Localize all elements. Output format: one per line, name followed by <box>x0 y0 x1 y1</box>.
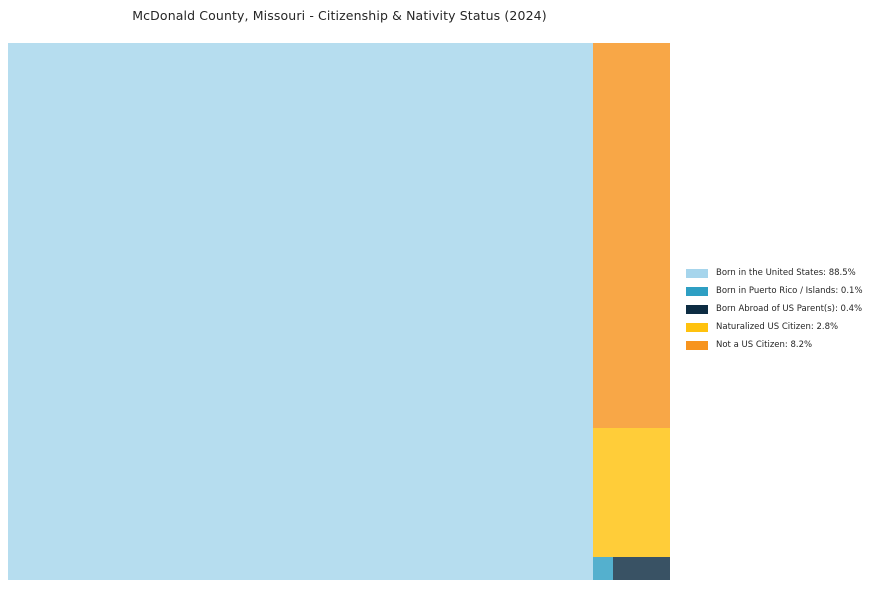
treemap-tile[interactable] <box>593 557 613 580</box>
legend-item-label: Born in the United States: 88.5% <box>716 267 856 278</box>
legend-item-label: Not a US Citizen: 8.2% <box>716 339 813 350</box>
legend-item-label: Born in Puerto Rico / Islands: 0.1% <box>716 285 863 296</box>
legend-color-swatch <box>686 286 708 296</box>
legend-item[interactable]: Born in the United States: 88.5% <box>686 264 882 282</box>
legend-item[interactable]: Born in Puerto Rico / Islands: 0.1% <box>686 282 882 300</box>
chart-title: McDonald County, Missouri - Citizenship … <box>132 8 547 23</box>
legend-item-label: Born Abroad of US Parent(s): 0.4% <box>716 303 863 314</box>
legend-color-swatch <box>686 322 708 332</box>
legend-color-swatch <box>686 340 708 350</box>
legend-item[interactable]: Born Abroad of US Parent(s): 0.4% <box>686 300 882 318</box>
legend-item-label: Naturalized US Citizen: 2.8% <box>716 321 839 332</box>
legend-item[interactable]: Not a US Citizen: 8.2% <box>686 336 882 354</box>
legend-color-swatch <box>686 268 708 278</box>
treemap-tile[interactable] <box>8 43 593 580</box>
chart-legend: Born in the United States: 88.5% Born in … <box>686 264 882 354</box>
legend-item[interactable]: Naturalized US Citizen: 2.8% <box>686 318 882 336</box>
legend-color-swatch <box>686 304 708 314</box>
treemap-tile[interactable] <box>613 557 670 580</box>
treemap-tile[interactable] <box>593 43 670 428</box>
treemap-plot-area <box>8 43 670 580</box>
treemap-tile[interactable] <box>593 427 670 557</box>
